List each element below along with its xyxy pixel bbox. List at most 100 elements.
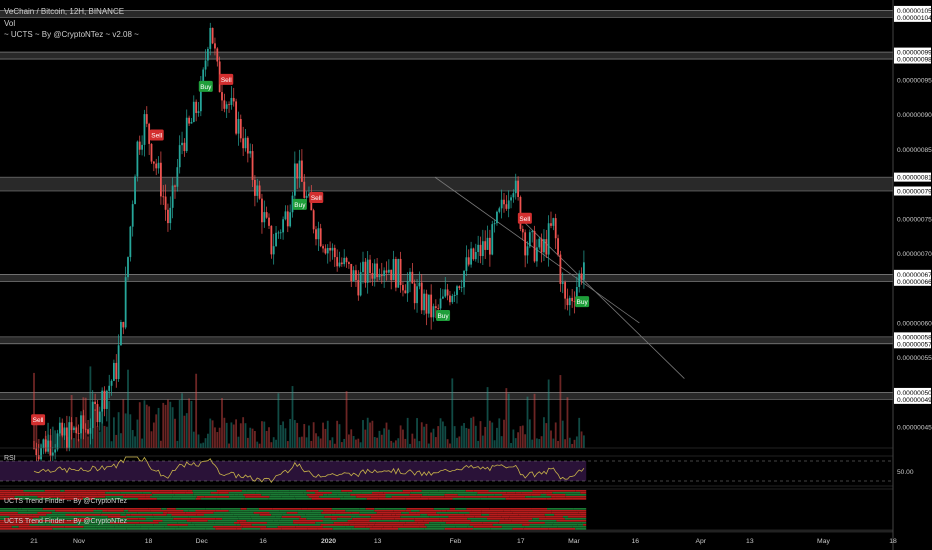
trend-finder-bar — [497, 514, 519, 516]
candle-body — [155, 163, 158, 169]
trend-finder-bar — [18, 526, 40, 528]
trend-finder-bar — [466, 508, 490, 510]
volume-bar — [345, 391, 348, 448]
trend-finder-bar — [266, 526, 278, 528]
candle-body — [169, 207, 172, 224]
trend-finder-bar — [449, 508, 456, 510]
volume-bar — [108, 401, 111, 448]
candle-body — [51, 452, 54, 456]
candle-body — [202, 69, 205, 84]
trend-finder-bar — [187, 490, 193, 492]
trend-finder-bar — [481, 510, 504, 512]
trend-finder-bar — [467, 526, 474, 528]
trend-finder-bar — [234, 494, 239, 496]
trend-finder-bar — [345, 510, 375, 512]
price-tag — [894, 339, 931, 349]
volume-bar — [507, 393, 510, 448]
candle-body — [143, 114, 146, 145]
trend-finder-bar — [273, 520, 279, 522]
volume-bar — [387, 429, 390, 448]
candle-body — [263, 212, 266, 223]
trend-finder-bar — [422, 494, 428, 496]
buy-signal: Buy — [436, 310, 451, 322]
trend-finder-bar — [555, 496, 566, 498]
volume-bar — [418, 441, 421, 448]
trend-finder-bar — [473, 526, 502, 528]
candle-body — [557, 238, 559, 255]
trend-finder-bar — [162, 520, 187, 522]
volume-bar — [446, 439, 449, 448]
volume-bar — [54, 430, 57, 448]
trend-finder-bar — [528, 512, 552, 514]
volume-bar — [40, 443, 42, 448]
volume-bar — [70, 395, 73, 448]
volume-bar — [540, 436, 543, 448]
trend-finder-bar — [19, 498, 44, 500]
volume-bar — [366, 417, 369, 448]
sell-signal-box — [149, 129, 164, 141]
trend-finder-bar — [487, 518, 505, 520]
candle-body — [209, 27, 212, 49]
candle-body — [359, 272, 362, 296]
trend-finder-bar — [33, 522, 39, 524]
trend-finder-bar — [0, 520, 28, 522]
candle-body — [411, 271, 414, 284]
trend-finder-bar — [502, 494, 532, 496]
volume-bar — [80, 423, 82, 448]
candle-body — [364, 261, 367, 283]
trend-finder-bar — [268, 498, 296, 500]
candle-body — [120, 321, 122, 346]
buy-signal-label: Buy — [294, 202, 306, 209]
volume-bar — [204, 438, 207, 448]
volume-bar — [239, 423, 242, 448]
trend-finder-bar — [546, 498, 553, 500]
trend-finder-bar — [97, 528, 107, 530]
candle-body — [514, 180, 517, 194]
trend-finder-bar — [532, 518, 540, 520]
trend-finder-bar — [213, 512, 231, 514]
trend-finder-bar — [382, 514, 392, 516]
price-tick-label: 0.00000104 — [897, 15, 932, 22]
trend-finder-bar — [0, 512, 18, 514]
price-tag — [894, 332, 931, 342]
trend-finder-bar — [347, 520, 370, 522]
trend-finder-bar — [218, 494, 235, 496]
sell-signal-box — [517, 212, 532, 224]
support-resistance-band — [0, 177, 893, 192]
volume-bar — [277, 393, 280, 448]
volume-bar — [371, 420, 374, 448]
volume-bar — [293, 420, 296, 448]
trend-finder-bar — [167, 512, 186, 514]
volume-bar — [333, 443, 336, 448]
trend-finder-bar — [351, 512, 360, 514]
volume-bar — [77, 439, 80, 448]
trend-finder-bar — [331, 508, 360, 510]
trend-finder-bar — [130, 514, 153, 516]
sell-signal-box — [31, 414, 46, 426]
trend-finder-bar — [436, 512, 459, 514]
trend-finder-bar — [512, 512, 529, 514]
candle-body — [378, 275, 381, 278]
volume-bar — [195, 373, 198, 448]
trend-finder-bar — [203, 514, 224, 516]
trend-finder-bar — [465, 490, 474, 492]
trend-finder-bar — [71, 492, 97, 494]
candle-body — [35, 448, 38, 456]
volume-bar — [434, 437, 437, 448]
candle-body — [538, 238, 541, 248]
candle-body — [68, 422, 71, 449]
trend-finder-bar — [355, 494, 379, 496]
trend-finder-bar — [540, 526, 558, 528]
candle-body — [352, 270, 355, 282]
volume-bar — [355, 439, 357, 448]
candle-body — [96, 404, 99, 423]
price-tick-label: 0.00000058 — [897, 334, 932, 341]
trend-finder-bar — [376, 512, 398, 514]
trend-finder-bar — [455, 526, 468, 528]
volume-bar — [427, 443, 430, 448]
trend-finder-bar — [0, 518, 5, 520]
trend-finder-bar — [269, 496, 282, 498]
candle-body — [122, 321, 125, 328]
candle-body — [117, 345, 120, 380]
